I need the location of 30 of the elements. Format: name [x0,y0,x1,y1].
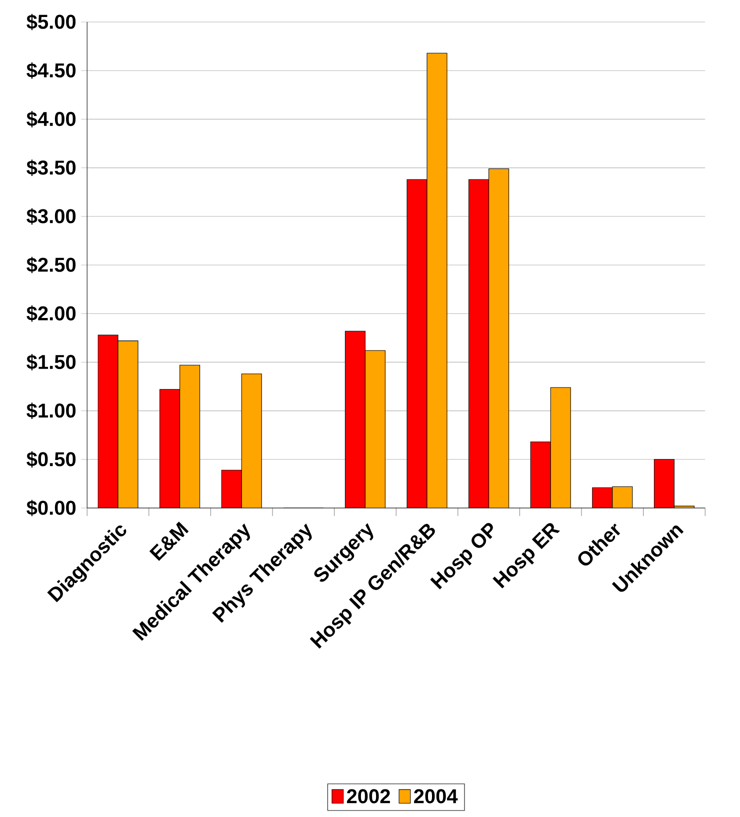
bar [550,387,571,508]
bar [242,374,262,508]
y-tick-label: $2.50 [26,256,76,274]
bar [222,470,242,508]
bar [427,53,447,508]
y-tick-label: $3.50 [26,160,76,176]
bar [365,350,386,508]
y-tick-label: $4.50 [26,62,76,79]
bar [98,334,118,508]
y-tick-label: $5.00 [26,14,76,30]
y-tick-label: $0.00 [26,500,76,516]
bar [488,168,509,508]
y-tick-label: $1.50 [26,354,76,370]
bar [118,340,138,508]
bar [407,179,428,508]
y-tick-label: $3.00 [26,208,76,225]
bar [654,459,674,508]
bar [468,179,489,508]
bar [530,442,551,508]
legend-label: 2002 [346,789,390,804]
bar [160,389,180,508]
bar [592,488,612,508]
bar [180,365,200,508]
bar [345,331,366,508]
y-tick-label: $1.00 [26,402,76,419]
bar [612,486,632,508]
y-tick-label: $0.50 [26,451,76,468]
y-tick-label: $4.00 [26,111,76,128]
legend-label: 2004 [414,789,458,804]
y-tick-label: $2.00 [26,305,76,322]
